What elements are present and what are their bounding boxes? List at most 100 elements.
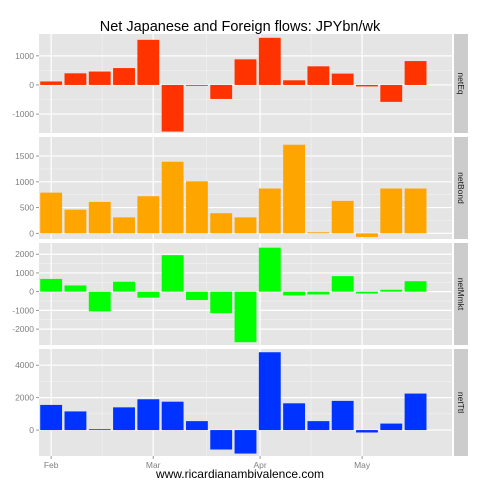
bar-netBond-11 [283, 144, 306, 234]
y-tick-label: 2000 [15, 393, 34, 403]
bar-netTtl-5 [137, 399, 160, 431]
bar-netMmkt-12 [307, 291, 330, 295]
bar-netMmkt-16 [404, 281, 427, 292]
bar-netMmkt-7 [185, 291, 208, 301]
bar-netTtl-16 [404, 393, 427, 431]
bar-netMmkt-2 [64, 285, 87, 292]
y-tick-label: 2000 [15, 249, 34, 259]
bar-netMmkt-1 [40, 278, 63, 292]
bar-netEq-14 [356, 84, 378, 87]
y-tick-label: 4000 [15, 360, 34, 370]
bar-netEq-15 [380, 84, 403, 102]
facet-strip-label: netMmkt [456, 278, 466, 311]
facet-strip-label: netEq [456, 72, 466, 94]
x-axis: Feb Mar Apr May [44, 456, 371, 470]
bar-netBond-15 [380, 188, 403, 234]
bar-netBond-6 [161, 161, 184, 234]
y-tick-label: -1000 [12, 305, 34, 315]
y-tick-label: 0 [29, 287, 34, 297]
bar-netBond-16 [404, 188, 427, 234]
bar-netEq-16 [404, 61, 427, 85]
bar-netTtl-8 [210, 430, 233, 450]
panel-netMmkt: -2000 -1000 0 1000 2000 netMmkt [12, 243, 468, 345]
y-tick-label: 1500 [15, 151, 34, 161]
bar-netEq-10 [258, 37, 281, 85]
bar-netEq-12 [307, 66, 330, 85]
x-tick-label: May [354, 460, 371, 470]
bar-netTtl-12 [307, 421, 330, 431]
bar-netEq-7 [185, 84, 208, 86]
bar-netMmkt-5 [137, 291, 160, 298]
x-tick-label: Apr [253, 460, 266, 470]
bar-netMmkt-9 [234, 291, 257, 343]
bar-netMmkt-4 [113, 281, 135, 292]
y-tick-label: 1000 [15, 177, 34, 187]
bar-netBond-10 [258, 188, 281, 234]
bar-netMmkt-8 [210, 291, 233, 314]
bar-netTtl-15 [380, 423, 403, 431]
bar-netBond-8 [210, 213, 233, 234]
bar-netTtl-1 [40, 404, 63, 431]
bar-netTtl-11 [283, 403, 306, 431]
bar-netMmkt-3 [88, 291, 111, 312]
bar-netEq-2 [64, 73, 87, 85]
bar-netEq-5 [137, 39, 160, 85]
bar-netBond-4 [113, 217, 135, 234]
bar-netBond-1 [40, 192, 63, 234]
y-tick-label: 1000 [15, 51, 34, 61]
y-tick-label: 500 [20, 203, 34, 213]
bar-netEq-11 [283, 80, 306, 85]
y-tick-label: -1000 [12, 109, 34, 119]
bar-netTtl-4 [113, 407, 135, 431]
bar-netEq-6 [161, 84, 184, 132]
facet-strip [454, 349, 468, 456]
facet-strip [454, 137, 468, 239]
bar-netTtl-13 [331, 400, 354, 431]
bar-netBond-13 [331, 200, 354, 234]
bar-netMmkt-10 [258, 247, 281, 292]
bar-netTtl-9 [234, 430, 257, 454]
x-tick-label: Feb [44, 460, 59, 470]
bar-netBond-3 [88, 201, 111, 234]
bar-netMmkt-6 [161, 255, 184, 292]
source-caption: www.ricardianambivalence.com [155, 467, 324, 480]
facet-strip [454, 243, 468, 345]
bar-netMmkt-15 [380, 289, 403, 292]
bar-netEq-4 [113, 68, 135, 85]
bar-netMmkt-14 [356, 291, 378, 294]
bar-netEq-1 [40, 81, 63, 85]
bar-netTtl-10 [258, 352, 281, 431]
y-tick-label: 0 [29, 80, 34, 90]
bar-netEq-13 [331, 73, 354, 85]
bar-netMmkt-11 [283, 291, 306, 296]
panel-netEq: -1000 0 1000 netEq [12, 34, 468, 133]
bar-netTtl-7 [185, 421, 208, 431]
panel-netBond: 0 500 1000 1500 netBond [15, 137, 468, 239]
bar-netMmkt-13 [331, 276, 354, 292]
chart-title: Net Japanese and Foreign flows: JPYbn/wk [100, 19, 381, 35]
facet-strip-label: netBond [456, 172, 466, 204]
bar-netBond-2 [64, 209, 87, 234]
bar-netBond-9 [234, 217, 257, 234]
bar-netBond-12 [307, 232, 330, 234]
bar-netBond-7 [185, 181, 208, 234]
x-tick-label: Mar [146, 460, 161, 470]
facet-panels: -100001000netEq050010001500netBond-2000-… [12, 34, 468, 456]
y-tick-label: -2000 [12, 324, 34, 334]
bar-netTtl-14 [356, 430, 378, 433]
bar-netEq-9 [234, 59, 257, 85]
bar-netEq-3 [88, 71, 111, 85]
y-tick-label: 1000 [15, 268, 34, 278]
y-tick-label: 0 [29, 425, 34, 435]
y-tick-label: 0 [29, 228, 34, 238]
bar-netBond-14 [356, 233, 378, 237]
bar-netBond-5 [137, 196, 160, 234]
facet-strip-label: netTtl [456, 392, 466, 413]
bar-netTtl-2 [64, 411, 87, 431]
bar-netTtl-3 [88, 429, 111, 431]
panel-netTtl: 0 2000 4000 netTtl [15, 349, 468, 456]
bar-netEq-8 [210, 84, 233, 99]
bar-netTtl-6 [161, 401, 184, 431]
facet-strip [454, 34, 468, 133]
